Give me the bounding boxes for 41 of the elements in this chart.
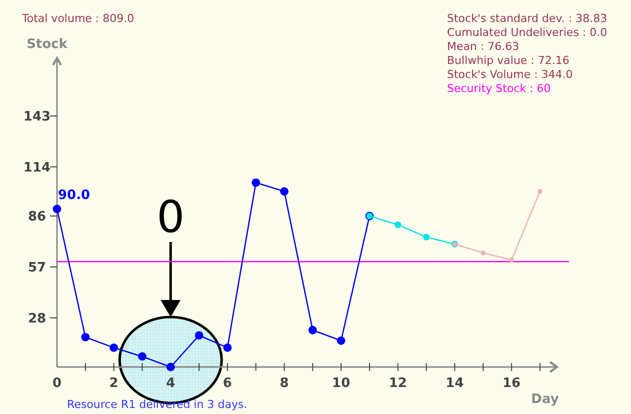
ref-line-label: Security Stock : 60 bbox=[447, 82, 551, 95]
x-tick-label: 10 bbox=[332, 376, 350, 391]
point bbox=[308, 326, 317, 334]
point bbox=[110, 343, 118, 352]
y-tick-label: 28 bbox=[28, 311, 46, 326]
annotation: Stock's Volume : 344.0 bbox=[447, 68, 573, 81]
point bbox=[280, 187, 288, 196]
x-tick-label: 4 bbox=[166, 376, 176, 391]
x-axis-title: Day bbox=[531, 392, 560, 407]
annotation: 90.0 bbox=[58, 188, 90, 203]
y-tick-label: 114 bbox=[23, 160, 51, 176]
point bbox=[538, 189, 542, 194]
x-tick-label: 16 bbox=[502, 376, 521, 391]
annotation: Bullwhip value : 72.16 bbox=[447, 54, 570, 67]
x-tick-label: 0 bbox=[52, 376, 62, 391]
point bbox=[480, 250, 486, 256]
x-tick-label: 14 bbox=[446, 376, 464, 391]
x-tick-label: 6 bbox=[222, 376, 232, 391]
point bbox=[138, 352, 146, 361]
point bbox=[252, 178, 260, 187]
point bbox=[394, 221, 402, 228]
point bbox=[52, 204, 62, 214]
point bbox=[81, 332, 90, 342]
y-tick-label: 143 bbox=[23, 109, 51, 124]
point bbox=[166, 362, 175, 372]
text: Mean : 76.63 bbox=[447, 40, 520, 53]
point bbox=[223, 343, 232, 352]
x-tick-label: 12 bbox=[388, 376, 407, 391]
y-axis-title: Stock bbox=[26, 37, 68, 52]
text: Stock's standard dev. : 38.83 bbox=[447, 12, 608, 25]
point bbox=[336, 336, 346, 345]
point bbox=[194, 331, 204, 340]
y-tick-label: 86 bbox=[28, 210, 46, 225]
x-tick-label: 8 bbox=[280, 376, 289, 391]
x-tick-label: 2 bbox=[109, 376, 118, 391]
y-tick-label: 57 bbox=[28, 260, 46, 276]
annotation: 0 bbox=[156, 192, 185, 243]
point bbox=[423, 234, 430, 240]
text: Total volume : 809.0 bbox=[21, 12, 134, 25]
text: Cumulated Undeliveries : 0.0 bbox=[447, 26, 608, 39]
point bbox=[509, 258, 514, 262]
